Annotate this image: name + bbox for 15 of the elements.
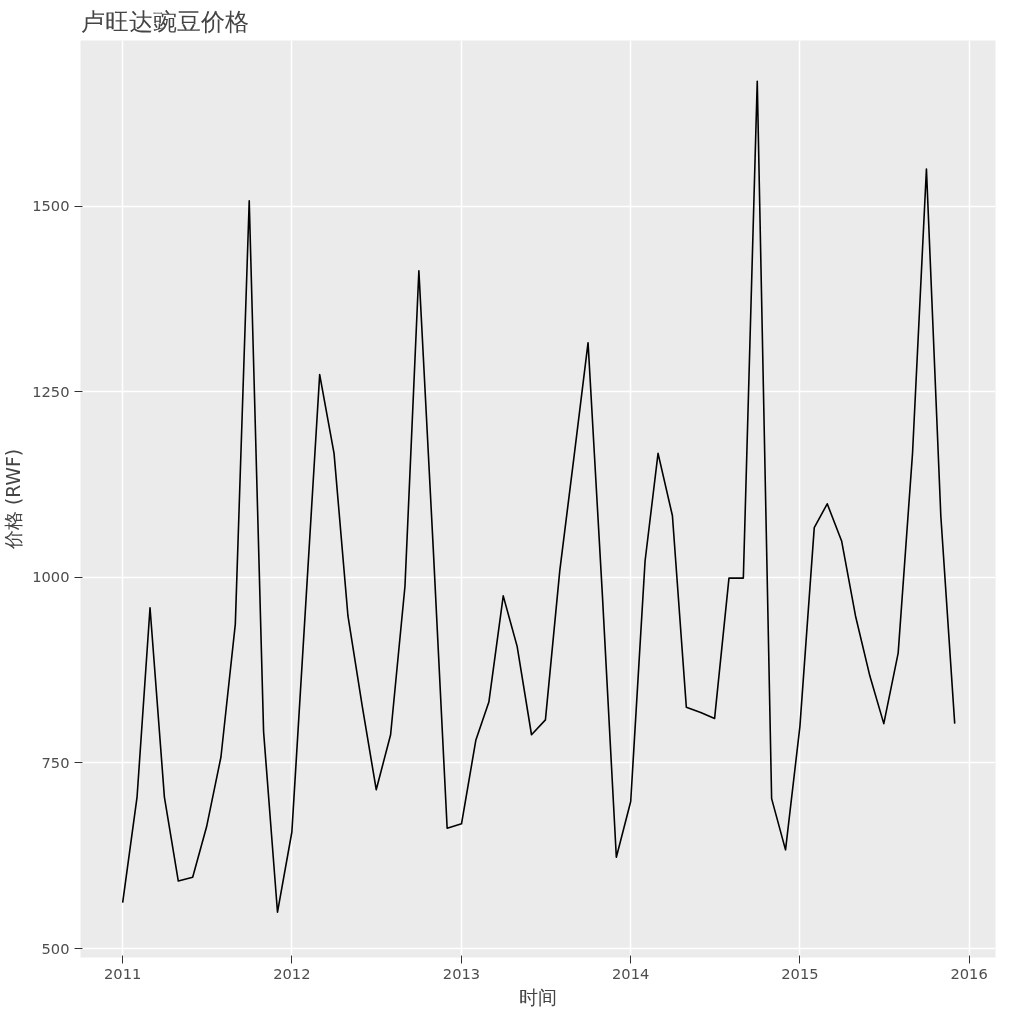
x-tick-label: 2013 (442, 964, 481, 982)
x-tick-label: 2011 (104, 964, 142, 982)
y-tick-label: 1250 (32, 382, 70, 400)
chart-title: 卢旺达豌豆价格 (80, 7, 249, 36)
x-tick-label: 2014 (612, 964, 650, 982)
y-tick-label: 1500 (32, 197, 70, 215)
y-axis-title: 价格 (RWF) (3, 449, 25, 550)
x-tick-label: 2012 (273, 964, 311, 982)
y-tick-label: 500 (41, 939, 70, 957)
x-tick-label: 2015 (781, 964, 819, 982)
y-tick-label: 750 (41, 753, 70, 771)
line-series (121, 80, 956, 914)
y-tick-label: 1000 (32, 568, 70, 586)
x-tick-label: 2016 (950, 964, 988, 982)
x-axis-title: 时间 (519, 986, 557, 1008)
